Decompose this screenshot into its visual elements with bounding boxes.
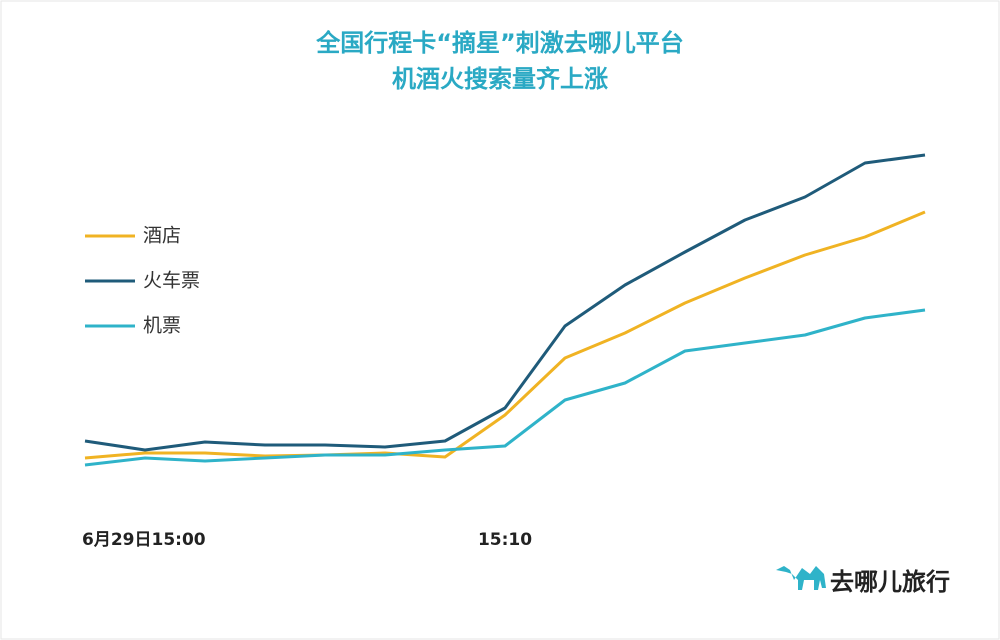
x-tick-label: 15:10	[478, 530, 532, 550]
series-line	[84, 153, 926, 452]
chart-title: 机酒火搜索量齐上涨	[392, 65, 608, 93]
legend-label: 酒店	[143, 225, 181, 247]
series-line	[84, 308, 926, 467]
brand-name: 去哪儿旅行	[830, 568, 950, 596]
camel-icon	[776, 566, 826, 590]
legend-label: 火车票	[143, 270, 200, 292]
x-tick-label: 6月29日15:00	[82, 530, 206, 550]
series-line	[84, 210, 926, 460]
legend-label: 机票	[143, 315, 181, 337]
chart-title: 全国行程卡“摘星”刺激去哪儿平台	[315, 29, 684, 57]
brand-logo: 去哪儿旅行	[776, 566, 950, 596]
